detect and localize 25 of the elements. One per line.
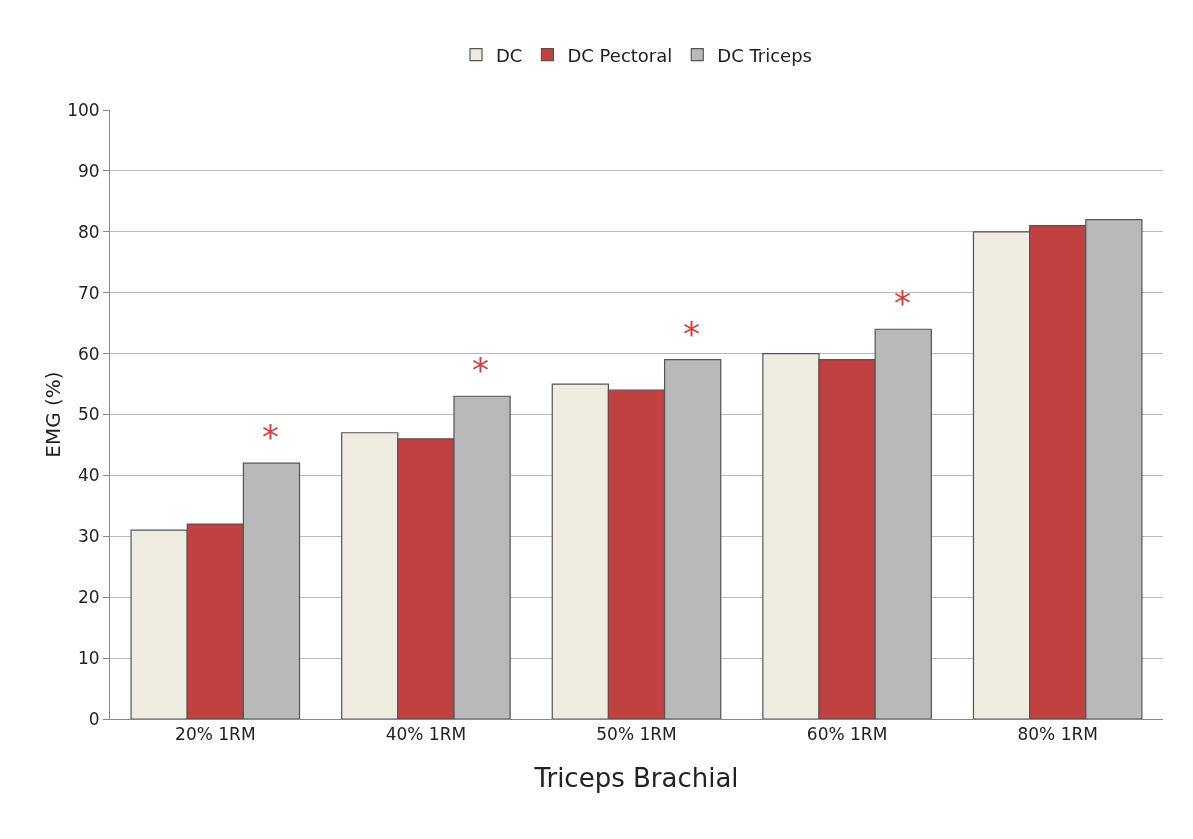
y-tick-label: 20 — [77, 587, 100, 608]
annotation: * — [894, 283, 911, 323]
y-tick-label: 10 — [77, 648, 100, 669]
y-axis-title: EMG (%) — [41, 371, 65, 458]
x-tick-label: 50% 1RM — [596, 724, 677, 745]
y-tick-label: 40 — [77, 465, 100, 486]
y-tick-label: 50 — [77, 404, 100, 425]
y-tick-label: 70 — [77, 282, 100, 303]
annotation: * — [683, 314, 700, 354]
x-axis-title: Triceps Brachial — [533, 763, 739, 794]
x-tick-label: 80% 1RM — [1017, 724, 1098, 745]
y-tick-label: 100 — [67, 99, 100, 120]
x-tick-label: 20% 1RM — [175, 724, 256, 745]
legend-label: DC Triceps — [717, 44, 812, 66]
y-tick-label: 60 — [77, 343, 100, 364]
y-tick-label: 0 — [88, 708, 100, 729]
y-tick-label: 30 — [77, 526, 100, 547]
x-tick-label: 60% 1RM — [806, 724, 888, 745]
x-tick-label: 40% 1RM — [385, 724, 467, 745]
legend-label: DC — [496, 44, 523, 66]
annotation: * — [472, 350, 489, 390]
y-tick-label: 80 — [77, 221, 100, 242]
annotation: * — [262, 417, 279, 457]
y-tick-label: 90 — [77, 160, 100, 181]
legend-label: DC Pectoral — [567, 44, 673, 66]
